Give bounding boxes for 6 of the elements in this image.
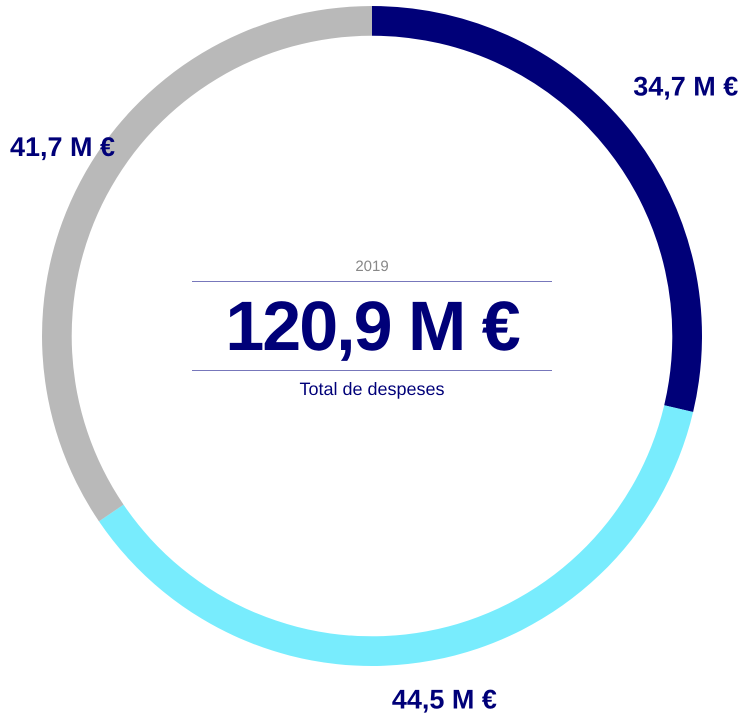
data-label: 41,7 M € — [10, 132, 116, 162]
data-label: 34,7 M € — [633, 71, 738, 102]
text: 120,9 M € — [192, 281, 552, 371]
text: Total de despeses — [298, 379, 446, 400]
text: 2019 — [354, 258, 390, 275]
data-label: 44,5 M € — [392, 684, 497, 714]
